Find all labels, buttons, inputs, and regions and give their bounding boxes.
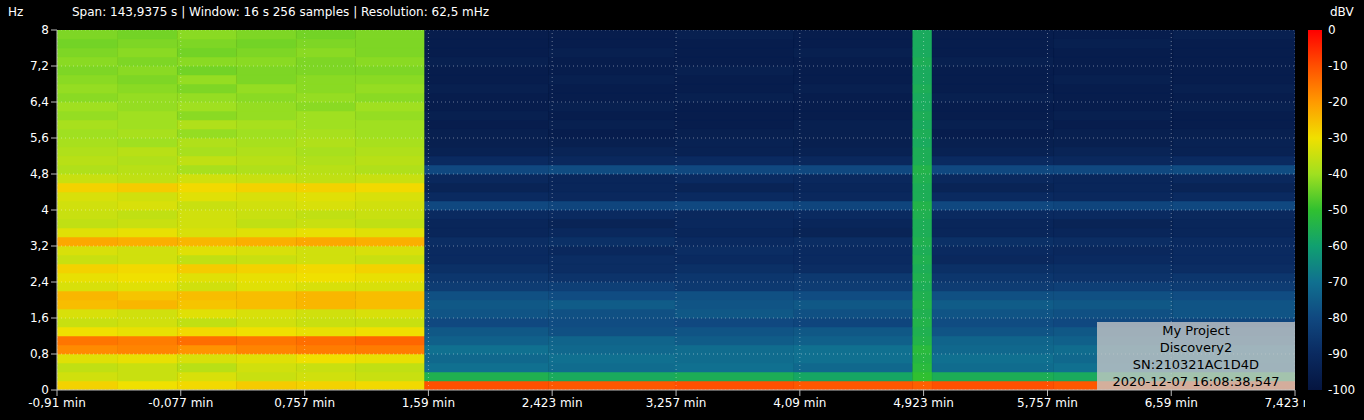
html-text:Span: 143,9375 s | Window: 16: Span: 143,9375 s | Window: 16 s 256 samp…	[72, 5, 490, 19]
svg-text:0: 0	[1328, 24, 1336, 37]
html-text:SN:210321AC1D4D: SN:210321AC1D4D	[1132, 357, 1260, 372]
svg-text:-30: -30	[1328, 131, 1348, 145]
svg-text:8: 8	[41, 23, 49, 37]
html-text:My Project: My Project	[1162, 323, 1230, 338]
svg-text:-0,91 min: -0,91 min	[28, 396, 86, 410]
svg-text:7,423 min: 7,423 min	[1265, 396, 1305, 410]
svg-text:4,8: 4,8	[30, 167, 49, 181]
svg-text:-70: -70	[1328, 275, 1348, 289]
svg-text:0,8: 0,8	[30, 347, 49, 361]
svg-text:-0,077 min: -0,077 min	[148, 396, 213, 410]
html-text:2020-12-07 16:08:38,547: 2020-12-07 16:08:38,547	[1112, 374, 1280, 389]
svg-text:3,257 min: 3,257 min	[646, 396, 707, 410]
svg-text:4: 4	[41, 203, 49, 217]
svg-text:-20: -20	[1328, 95, 1348, 109]
svg-text:0,757 min: 0,757 min	[274, 396, 335, 410]
svg-text:0: 0	[41, 383, 49, 397]
svg-text:3,2: 3,2	[30, 239, 49, 253]
svg-text:7,2: 7,2	[30, 59, 49, 73]
svg-text:4,923 min: 4,923 min	[893, 396, 954, 410]
svg-text:-100: -100	[1328, 383, 1355, 397]
svg-text:1,59 min: 1,59 min	[402, 396, 455, 410]
html-text:Discovery2: Discovery2	[1159, 340, 1233, 355]
svg-text:-50: -50	[1328, 203, 1348, 217]
svg-text:4,09 min: 4,09 min	[773, 396, 826, 410]
svg-text:1,6: 1,6	[30, 311, 49, 325]
svg-text:6,59 min: 6,59 min	[1145, 396, 1198, 410]
svg-text:-40: -40	[1328, 167, 1348, 181]
svg-text:6,4: 6,4	[30, 95, 49, 109]
svg-text:2,423 min: 2,423 min	[522, 396, 583, 410]
html-text:Hz: Hz	[8, 5, 24, 19]
svg-text:-90: -90	[1328, 347, 1348, 361]
svg-text:5,6: 5,6	[30, 131, 49, 145]
svg-text:2,4: 2,4	[30, 275, 49, 289]
svg-text:-10: -10	[1328, 59, 1348, 73]
svg-text:5,757 min: 5,757 min	[1017, 396, 1078, 410]
html-text:dBV: dBV	[1330, 5, 1354, 19]
svg-text:-60: -60	[1328, 239, 1348, 253]
svg-text:-80: -80	[1328, 311, 1348, 325]
